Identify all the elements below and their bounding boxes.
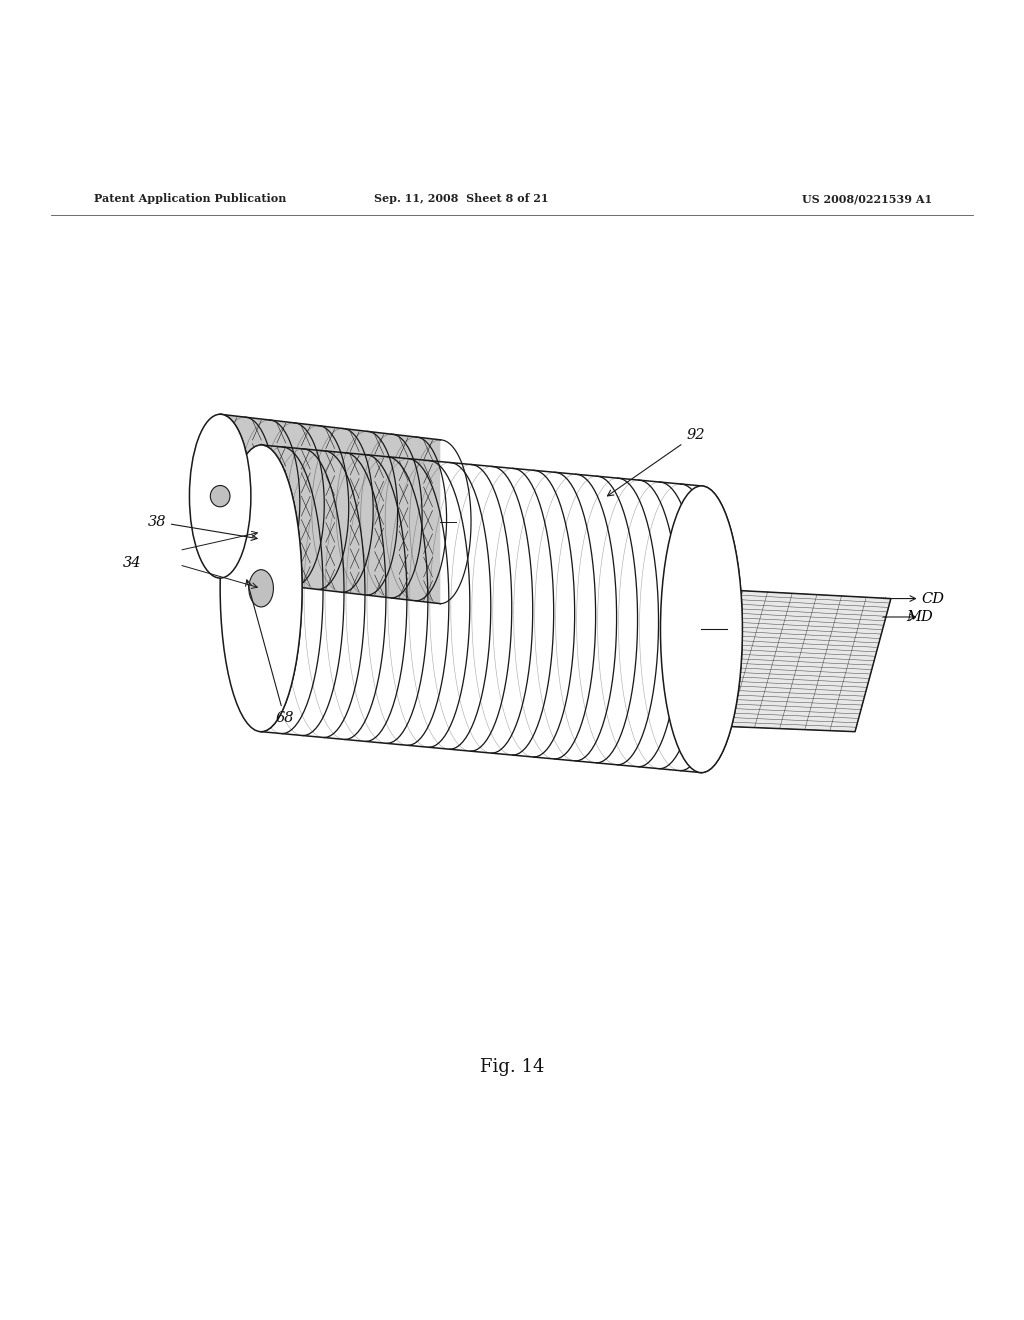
- Ellipse shape: [189, 414, 251, 578]
- Text: CD: CD: [922, 591, 944, 606]
- Text: MD: MD: [906, 610, 933, 624]
- Text: 38: 38: [147, 515, 257, 540]
- Text: US 2008/0221539 A1: US 2008/0221539 A1: [802, 193, 932, 205]
- Text: Patent Application Publication: Patent Application Publication: [94, 193, 287, 205]
- Ellipse shape: [660, 486, 742, 772]
- Polygon shape: [261, 445, 701, 772]
- Text: 92: 92: [607, 428, 705, 496]
- Text: Fig. 14: Fig. 14: [480, 1057, 544, 1076]
- Text: 68: 68: [246, 579, 294, 725]
- Text: Sep. 11, 2008  Sheet 8 of 21: Sep. 11, 2008 Sheet 8 of 21: [374, 193, 548, 205]
- Ellipse shape: [249, 570, 273, 607]
- Polygon shape: [220, 414, 440, 603]
- Polygon shape: [302, 570, 891, 731]
- Ellipse shape: [210, 486, 230, 507]
- Ellipse shape: [220, 445, 302, 731]
- Text: 34: 34: [123, 556, 141, 570]
